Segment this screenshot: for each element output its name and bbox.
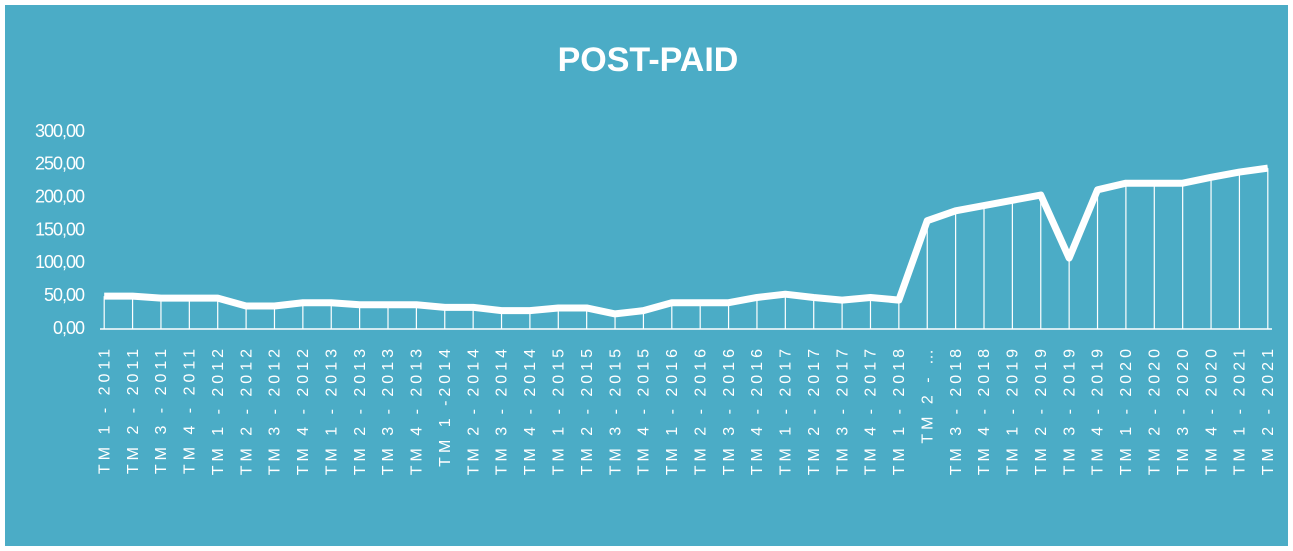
x-tick-label: TM 1 - 2012 [210, 345, 227, 475]
x-tick-label: TM 2 - 2013 [352, 345, 369, 475]
x-tick-label: TM 4 - 2020 [1203, 345, 1220, 475]
x-tick-label: TM 2 - 2014 [465, 345, 482, 475]
x-tick-label: TM 4 - 2017 [863, 345, 880, 475]
x-tick-label: TM 3 - 2019 [1061, 345, 1078, 475]
x-tick-label: TM 2 - 2011 [125, 345, 142, 474]
x-tick-label: TM 3 - 2015 [607, 345, 624, 475]
x-tick-label: TM 3 - 2011 [153, 345, 170, 474]
x-tick-label: TM 4 - 2014 [522, 345, 539, 475]
x-tick-label: TM 1 - 2020 [1118, 345, 1135, 475]
x-tick-label: TM 4 - 2013 [409, 345, 426, 475]
x-tick-label: TM 2 - … [919, 345, 936, 444]
data-line [104, 164, 1269, 318]
y-tick-label: 250,00 [35, 154, 85, 174]
x-tick-label: TM 2 - 2015 [579, 345, 596, 475]
y-tick-label: 300,00 [35, 121, 85, 141]
x-tick-label: TM 1 -2014 [437, 345, 454, 467]
x-tick-label: TM 2 - 2020 [1147, 345, 1164, 475]
x-tick-label: TM 3 - 2016 [721, 345, 738, 475]
y-tick-label: 50,00 [44, 285, 85, 305]
x-tick-label: TM 3 - 2014 [494, 345, 511, 475]
x-tick-label: TM 3 - 2013 [380, 345, 397, 475]
chart-background [5, 5, 1288, 546]
x-tick-label: TM 3 - 2018 [948, 345, 965, 475]
x-tick-label: TM 1 - 2019 [1005, 345, 1022, 475]
x-tick-label: TM 3 - 2017 [834, 345, 851, 475]
x-tick-label: TM 4 - 2018 [976, 345, 993, 475]
x-tick-label: TM 1 - 2016 [664, 345, 681, 475]
x-tick-label: TM 2 - 2021 [1260, 345, 1277, 475]
x-tick-label: TM 4 - 2015 [636, 345, 653, 475]
x-tick-label: TM 2 - 2017 [806, 345, 823, 475]
x-tick-label: TM 3 - 2012 [267, 345, 284, 475]
x-tick-label: TM 4 - 2011 [182, 345, 199, 474]
x-tick-label: TM 3 - 2020 [1175, 345, 1192, 475]
x-tick-label: TM 2 - 2016 [692, 345, 709, 475]
y-tick-label: 100,00 [35, 252, 85, 272]
y-tick-label: 200,00 [35, 186, 85, 206]
x-tick-label: TM 1 - 2018 [891, 345, 908, 475]
x-tick-label: TM 2 - 2012 [238, 345, 255, 475]
x-tick-label: TM 1 - 2017 [778, 345, 795, 475]
x-tick-label: TM 4 - 2012 [295, 345, 312, 475]
x-tick-label: TM 1 - 2013 [323, 345, 340, 475]
y-tick-label: 150,00 [35, 219, 85, 239]
chart-title: POST-PAID [558, 41, 739, 79]
x-tick-label: TM 1 - 2021 [1232, 345, 1249, 475]
x-tick-label: TM 2 - 2019 [1033, 345, 1050, 475]
x-tick-label: TM 4 - 2016 [749, 345, 766, 475]
y-tick-label: 0,00 [53, 318, 85, 338]
x-tick-label: TM 4 - 2019 [1090, 345, 1107, 475]
x-tick-label: TM 1 - 2015 [551, 345, 568, 475]
x-tick-label: TM 1 - 2011 [96, 345, 113, 474]
